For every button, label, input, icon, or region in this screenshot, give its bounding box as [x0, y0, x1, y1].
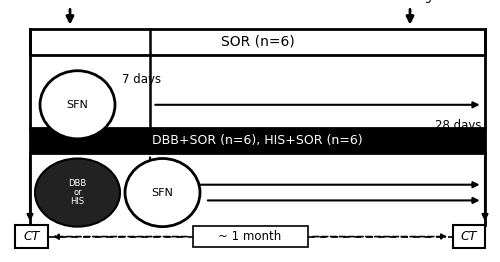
Bar — [30, 128, 485, 153]
Text: Entrance: Entrance — [44, 0, 96, 3]
Ellipse shape — [35, 159, 120, 227]
Bar — [452, 225, 485, 248]
Bar — [192, 226, 308, 247]
Text: 7 days: 7 days — [122, 73, 162, 86]
Text: or: or — [73, 188, 82, 197]
Text: CT: CT — [23, 230, 40, 243]
Ellipse shape — [125, 159, 200, 227]
Bar — [30, 29, 485, 55]
Text: DBB: DBB — [68, 179, 86, 188]
Text: HIS: HIS — [70, 197, 85, 206]
Ellipse shape — [40, 71, 115, 139]
Text: SFN: SFN — [152, 188, 174, 198]
Text: SFN: SFN — [66, 100, 88, 110]
Text: ~ 1 month: ~ 1 month — [218, 230, 282, 243]
Text: 28 days: 28 days — [435, 119, 482, 132]
Bar — [15, 225, 48, 248]
Text: DBB+SOR (n=6), HIS+SOR (n=6): DBB+SOR (n=6), HIS+SOR (n=6) — [152, 134, 363, 147]
Text: Discharge: Discharge — [380, 0, 440, 3]
Text: CT: CT — [460, 230, 477, 243]
Text: SOR (n=6): SOR (n=6) — [220, 35, 294, 49]
